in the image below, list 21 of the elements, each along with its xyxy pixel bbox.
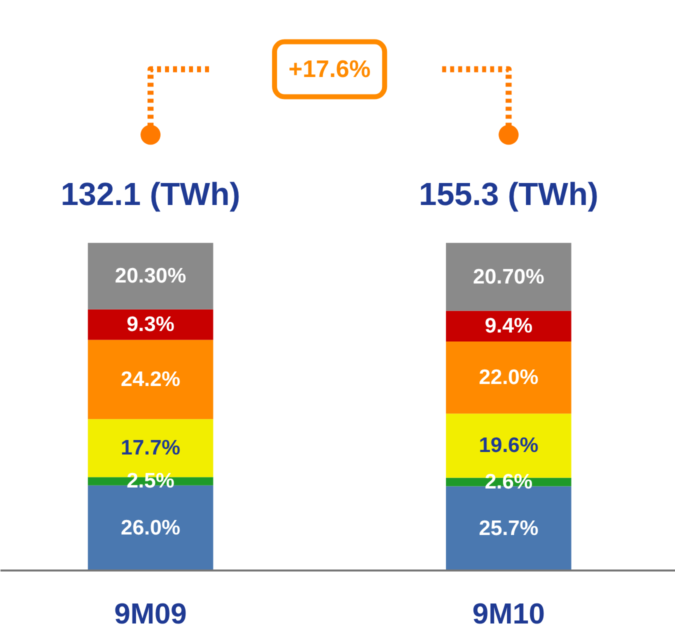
data-label: 9.4% [484,314,533,338]
data-label: 24.2% [120,368,181,392]
data-label: 20.70% [473,265,545,288]
text: +17.6% [288,56,371,83]
data-label: 25.7% [478,516,539,540]
data-label: 26.0% [120,516,181,540]
x-tick-label: 9M10 [472,598,545,630]
data-label: 19.6% [478,434,539,458]
data-label: 20.30% [114,264,186,288]
bar [88,309,214,340]
data-label: 17.7% [120,436,181,460]
text: 155.3 (TWh) [418,176,598,212]
data-label: 9.3% [126,313,175,336]
bar [446,242,572,311]
x-tick-label: 9M09 [114,598,187,630]
bar [446,342,572,414]
bar [88,340,214,420]
bar [446,310,572,342]
data-label: 22.0% [478,366,539,390]
text: 132.1 (TWh) [60,176,240,212]
bar [88,242,214,310]
